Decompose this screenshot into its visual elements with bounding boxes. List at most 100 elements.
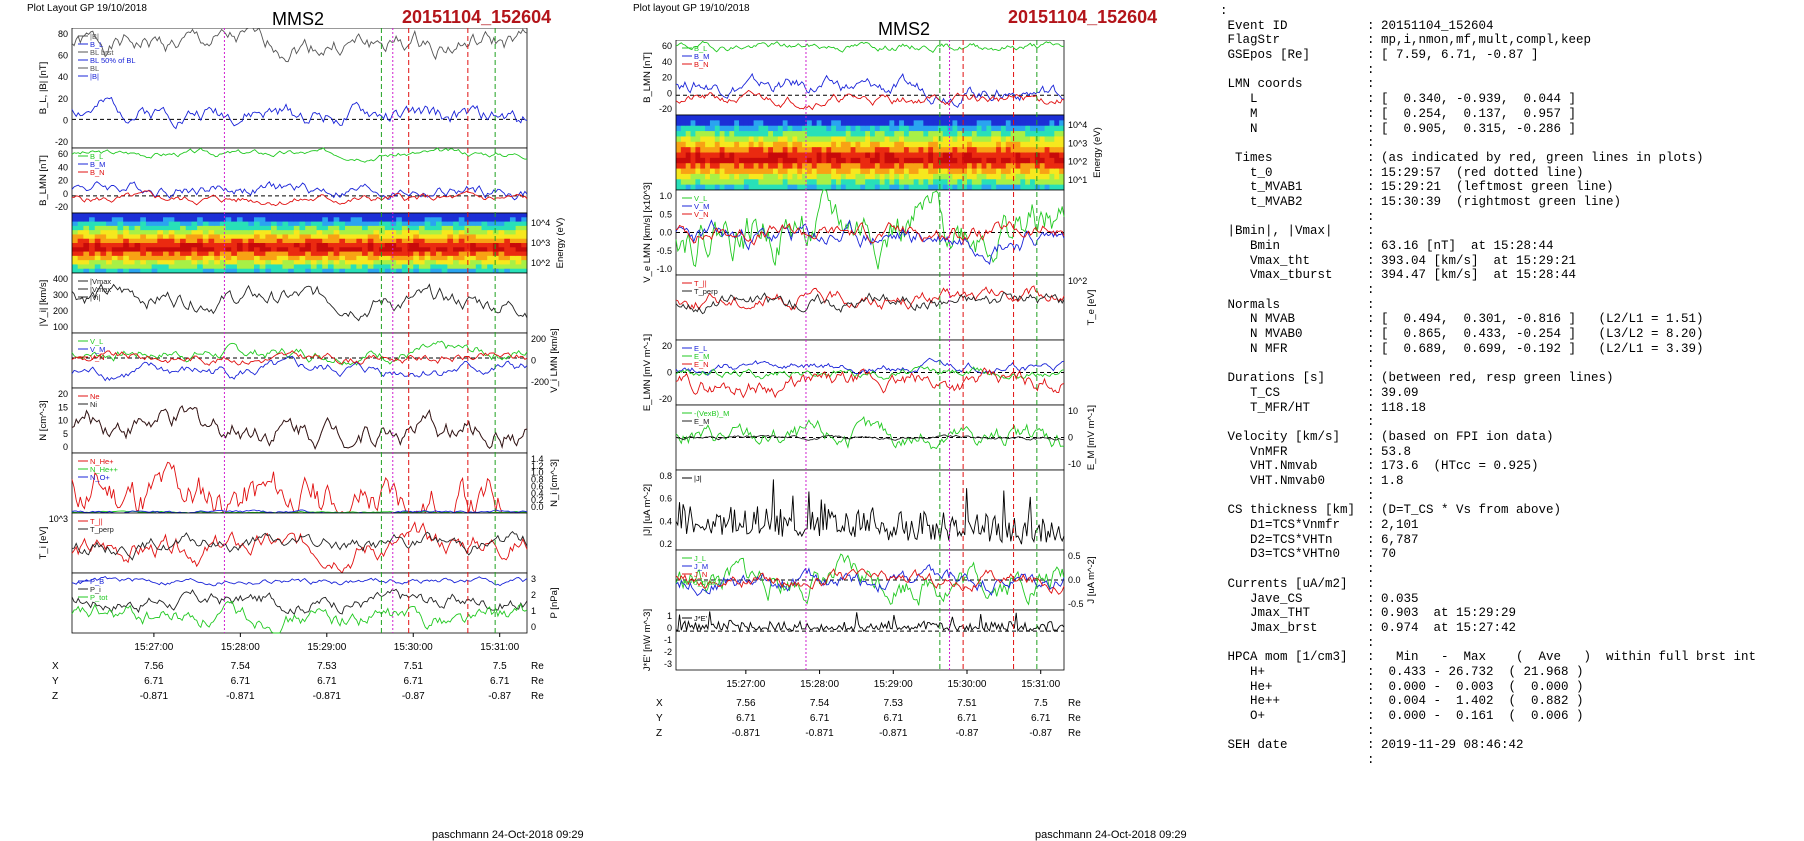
spectrogram-cell bbox=[77, 247, 84, 253]
spectrogram-cell bbox=[777, 115, 784, 121]
legend-entry: N_He++ bbox=[90, 465, 119, 474]
spectrogram-cell bbox=[327, 217, 335, 223]
spectrogram-cell bbox=[743, 141, 750, 148]
spectrogram-cell bbox=[83, 234, 90, 240]
spectrogram-cell bbox=[1020, 147, 1026, 153]
y-tick-label: 100 bbox=[53, 322, 68, 332]
spectrogram-cell bbox=[214, 234, 221, 240]
spectrogram-cell bbox=[322, 264, 329, 270]
spectrogram-cell bbox=[447, 225, 454, 231]
spectrogram-cell bbox=[1015, 184, 1021, 191]
legend-entry: T_perp bbox=[90, 525, 114, 534]
spectrogram-cell bbox=[481, 260, 488, 265]
series-line bbox=[71, 405, 528, 450]
spectrogram-cell bbox=[492, 230, 500, 235]
legend-entry: N_He+ bbox=[90, 457, 114, 466]
summary-colon: : bbox=[1367, 723, 1375, 738]
spectrogram-cell bbox=[962, 179, 968, 186]
spectrogram-cell bbox=[413, 238, 420, 244]
spectrogram-cell bbox=[705, 120, 711, 127]
spectrogram-cell bbox=[401, 213, 409, 218]
y-tick-label: 1.2 bbox=[531, 461, 544, 471]
spectrogram-cell bbox=[962, 115, 968, 121]
spectrogram-cell bbox=[475, 238, 482, 244]
spectrogram-cell bbox=[928, 179, 934, 186]
series-line bbox=[71, 355, 528, 382]
spectrogram-cell bbox=[236, 243, 244, 248]
spectrogram-cell bbox=[942, 115, 949, 121]
spectrogram-cell bbox=[140, 221, 147, 227]
summary-key: N MFR bbox=[1220, 341, 1288, 356]
spectrogram-cell bbox=[705, 157, 711, 164]
spectrogram-cell bbox=[850, 184, 856, 191]
series-line bbox=[675, 285, 1065, 311]
spectrogram-cell bbox=[991, 131, 997, 137]
spectrogram-cell bbox=[879, 179, 886, 186]
spectrogram-cell bbox=[962, 120, 968, 127]
spectrogram-cell bbox=[729, 115, 735, 121]
position-value: 7.5 bbox=[493, 661, 507, 672]
spectrogram-cell bbox=[151, 255, 158, 261]
spectrogram-cell bbox=[933, 163, 939, 170]
spectrogram-cell bbox=[373, 243, 380, 248]
spectrogram-cell bbox=[396, 243, 403, 248]
spectrogram-cell bbox=[271, 260, 278, 265]
spectrogram-cell bbox=[967, 157, 973, 164]
spectrogram-cell bbox=[957, 168, 963, 175]
spectrogram-cell bbox=[288, 255, 295, 261]
spectrogram-cell bbox=[714, 136, 721, 143]
spectrogram-cell bbox=[758, 125, 764, 132]
spectrogram-cell bbox=[865, 157, 871, 164]
legend-entry: |B| bbox=[90, 32, 99, 41]
position-row-label: Y bbox=[656, 713, 663, 724]
spectrogram-cell bbox=[390, 234, 397, 240]
spectrogram-cell bbox=[373, 251, 380, 257]
spectrogram-cell bbox=[714, 184, 721, 191]
spectrogram-cell bbox=[418, 225, 426, 231]
spectrogram-cell bbox=[254, 213, 261, 218]
y-tick-label: 40 bbox=[58, 162, 68, 172]
spectrogram-cell bbox=[748, 115, 755, 121]
spectrogram-cell bbox=[894, 173, 900, 180]
summary-value: 70 bbox=[1381, 547, 1397, 562]
summary-value: 15:30:39 (rightmost green line) bbox=[1381, 194, 1622, 209]
spectrogram-cell bbox=[690, 115, 696, 121]
spectrogram-cell bbox=[840, 125, 847, 132]
spectrogram-cell bbox=[840, 179, 847, 186]
spectrogram-cell bbox=[202, 247, 209, 253]
spectrogram-cell bbox=[447, 234, 454, 240]
spectrogram-cell bbox=[242, 264, 249, 270]
spectrogram-cell bbox=[259, 268, 266, 274]
spectrogram-cell bbox=[362, 225, 369, 231]
spectrogram-cell bbox=[236, 234, 244, 240]
spectrogram-cell bbox=[826, 157, 832, 164]
event-summary-panel: : Event ID:20151104_152604 FlagStr: mp,i,… bbox=[1220, 4, 1800, 784]
spectrogram-cell bbox=[952, 136, 958, 143]
spectrogram-cell bbox=[441, 255, 448, 261]
summary-colon: : bbox=[1367, 297, 1375, 312]
spectrogram-cell bbox=[850, 120, 856, 127]
spectrogram-cell bbox=[504, 225, 511, 231]
spectrogram-cell bbox=[111, 243, 118, 248]
spectrogram-cell bbox=[729, 184, 735, 191]
spectrogram-cell bbox=[453, 225, 460, 231]
spectrogram-cell bbox=[826, 141, 832, 148]
spectrogram-cell bbox=[986, 157, 992, 164]
spectrogram-cell bbox=[942, 120, 949, 127]
spectrogram-cell bbox=[705, 184, 711, 191]
mid-event-label: 20151104_152604 bbox=[1008, 7, 1158, 27]
spectrogram-cell bbox=[163, 217, 170, 223]
y-tick-label: 0 bbox=[667, 368, 672, 378]
spectrogram-cell bbox=[816, 173, 822, 180]
spectrogram-cell bbox=[903, 141, 910, 148]
spectrogram-cell bbox=[957, 152, 963, 159]
spectrogram-cell bbox=[254, 221, 261, 227]
spectrogram-cell bbox=[831, 120, 837, 127]
summary-value: 394.47 [km/s] at 15:28:44 bbox=[1381, 268, 1577, 283]
spectrogram-cell bbox=[1015, 152, 1021, 159]
spectrogram-cell bbox=[952, 173, 958, 180]
spectrogram-cell bbox=[986, 115, 992, 121]
spectrogram-cell bbox=[128, 238, 136, 244]
spectrogram-cell bbox=[322, 230, 329, 235]
spectrogram-cell bbox=[140, 243, 147, 248]
